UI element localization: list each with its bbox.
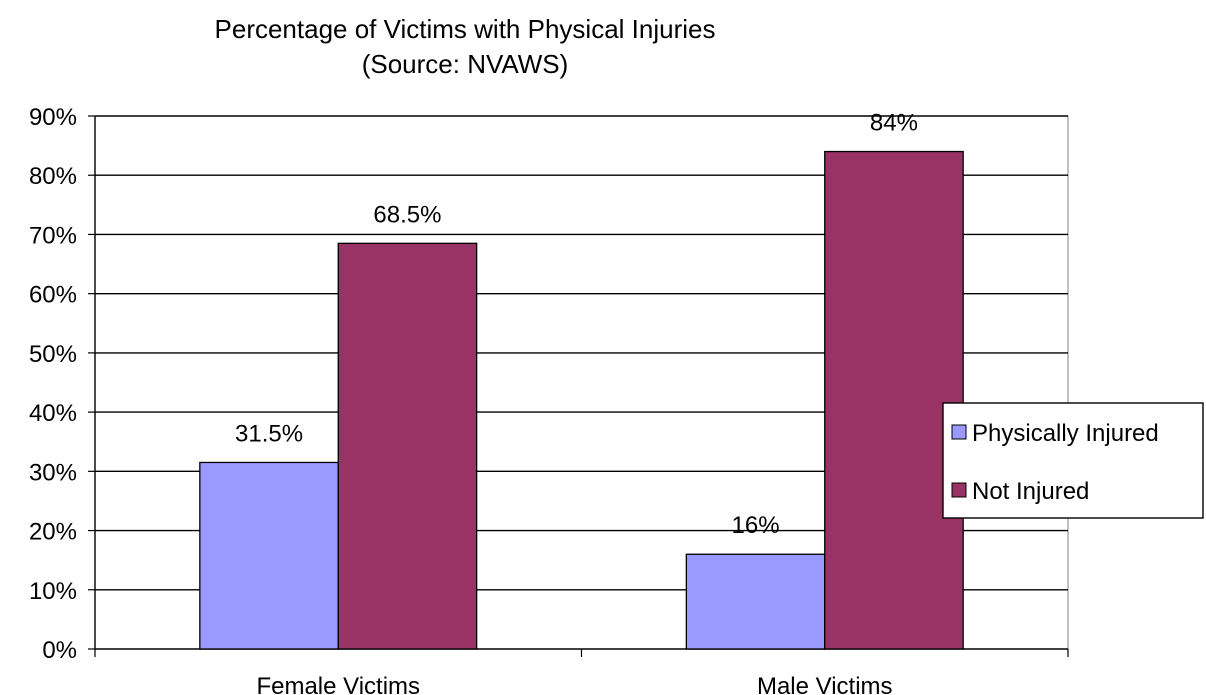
- legend-label: Physically Injured: [972, 420, 1159, 447]
- y-tick-label: 60%: [29, 282, 77, 309]
- legend-swatch: [951, 482, 967, 498]
- y-tick-label: 80%: [29, 163, 77, 190]
- y-tick-label: 0%: [42, 637, 77, 664]
- y-tick-label: 30%: [29, 459, 77, 486]
- legend-swatch: [951, 424, 967, 440]
- bar-not-injured: [824, 150, 964, 650]
- chart-title: Percentage of Victims with Physical Inju…: [215, 14, 716, 44]
- plot-area: 0% 10% 20% 30% 40% 50% 60% 70% 80% 90% 31.5% 68.5% F…: [29, 104, 1069, 695]
- y-tick-label: 20%: [29, 519, 77, 546]
- data-label: 31.5%: [235, 420, 303, 447]
- legend-label: Not Injured: [972, 478, 1089, 505]
- legend: Physically Injured Not Injured: [942, 402, 1204, 519]
- y-tick-label: 70%: [29, 222, 77, 249]
- y-tick-label: 40%: [29, 400, 77, 427]
- data-label: 84%: [870, 110, 918, 137]
- bar-physically-injured: [199, 461, 339, 650]
- bar-physically-injured: [685, 553, 826, 650]
- y-tick-label: 50%: [29, 341, 77, 368]
- data-label: 68.5%: [373, 201, 441, 228]
- y-tick-label: 10%: [29, 578, 77, 605]
- x-tick-label: Female Victims: [256, 673, 420, 695]
- legend-box: [942, 402, 1204, 519]
- data-label: 16%: [732, 512, 780, 539]
- x-tick-label: Male Victims: [757, 673, 893, 695]
- y-tick-label: 90%: [29, 104, 77, 131]
- bar-not-injured: [337, 242, 478, 650]
- chart-subtitle: (Source: NVAWS): [362, 49, 569, 79]
